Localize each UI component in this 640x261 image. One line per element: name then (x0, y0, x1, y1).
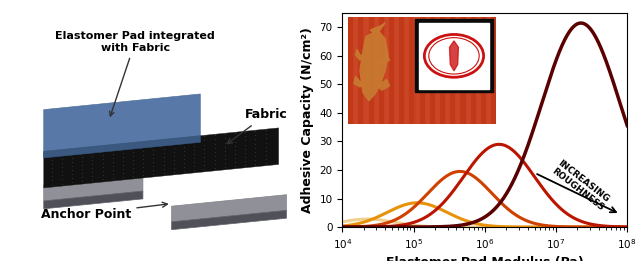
Polygon shape (44, 175, 143, 201)
Polygon shape (172, 210, 287, 230)
Polygon shape (44, 191, 143, 209)
Y-axis label: Adhesive Capacity (N/cm²): Adhesive Capacity (N/cm²) (301, 27, 314, 213)
Polygon shape (44, 94, 200, 151)
Polygon shape (44, 136, 200, 158)
Text: Fabric: Fabric (227, 108, 287, 144)
Polygon shape (44, 128, 278, 188)
Text: Anchor Point: Anchor Point (41, 202, 167, 221)
Text: Elastomer Pad integrated
with Fabric: Elastomer Pad integrated with Fabric (55, 31, 215, 116)
Polygon shape (172, 195, 287, 222)
X-axis label: Elastomer Pad Modulus (Pa): Elastomer Pad Modulus (Pa) (386, 256, 584, 261)
Text: INCREASING
ROUGHNESS: INCREASING ROUGHNESS (549, 158, 611, 213)
